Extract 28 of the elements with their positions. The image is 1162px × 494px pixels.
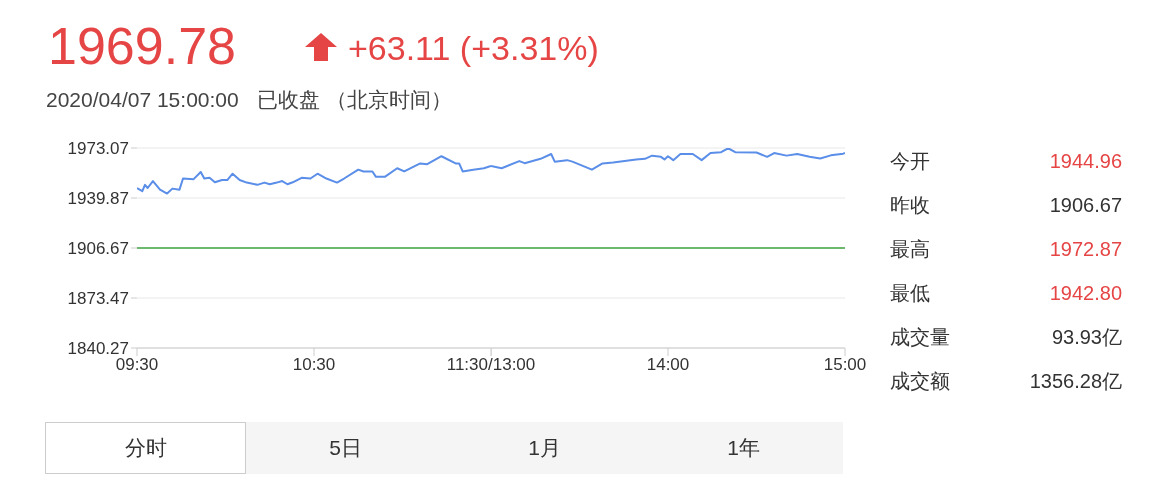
text: 已收盘 （北京时间） [256, 88, 452, 111]
chart-subtitle: 2020/04/07 15:00:00 [46, 88, 239, 111]
x-tick-label: 10:30 [292, 355, 336, 375]
text: 1月 [527, 435, 562, 461]
chart-title: 1969.78 [48, 16, 236, 76]
text: +63.11 (+3.31%) [348, 28, 599, 69]
text: 1944.96 [1049, 149, 1122, 174]
text: 1942.80 [1049, 281, 1122, 306]
text: 1972.87 [1049, 237, 1122, 262]
text: 昨收 [890, 193, 930, 218]
x-tick-label: 14:00 [646, 355, 690, 375]
x-tick-label: 11:30/13:00 [446, 355, 536, 375]
text: 成交量 [890, 325, 950, 350]
y-tick-label: 1939.87 [67, 189, 129, 209]
text: 1356.28亿 [1029, 369, 1122, 394]
text: 分时 [45, 422, 246, 474]
text: 1年 [726, 435, 761, 461]
x-tick-label: 15:00 [823, 355, 867, 375]
text: 最高 [890, 237, 930, 262]
text: 1906.67 [1049, 193, 1122, 218]
text: 最低 [890, 281, 930, 306]
y-tick-label: 1906.67 [67, 239, 129, 259]
text: 5日 [328, 435, 363, 461]
y-tick-label: 1873.47 [67, 289, 129, 309]
y-tick-label: 1973.07 [67, 139, 129, 159]
text: 成交额 [890, 369, 950, 394]
text: 93.93亿 [1051, 325, 1122, 350]
text: 今开 [890, 149, 930, 174]
